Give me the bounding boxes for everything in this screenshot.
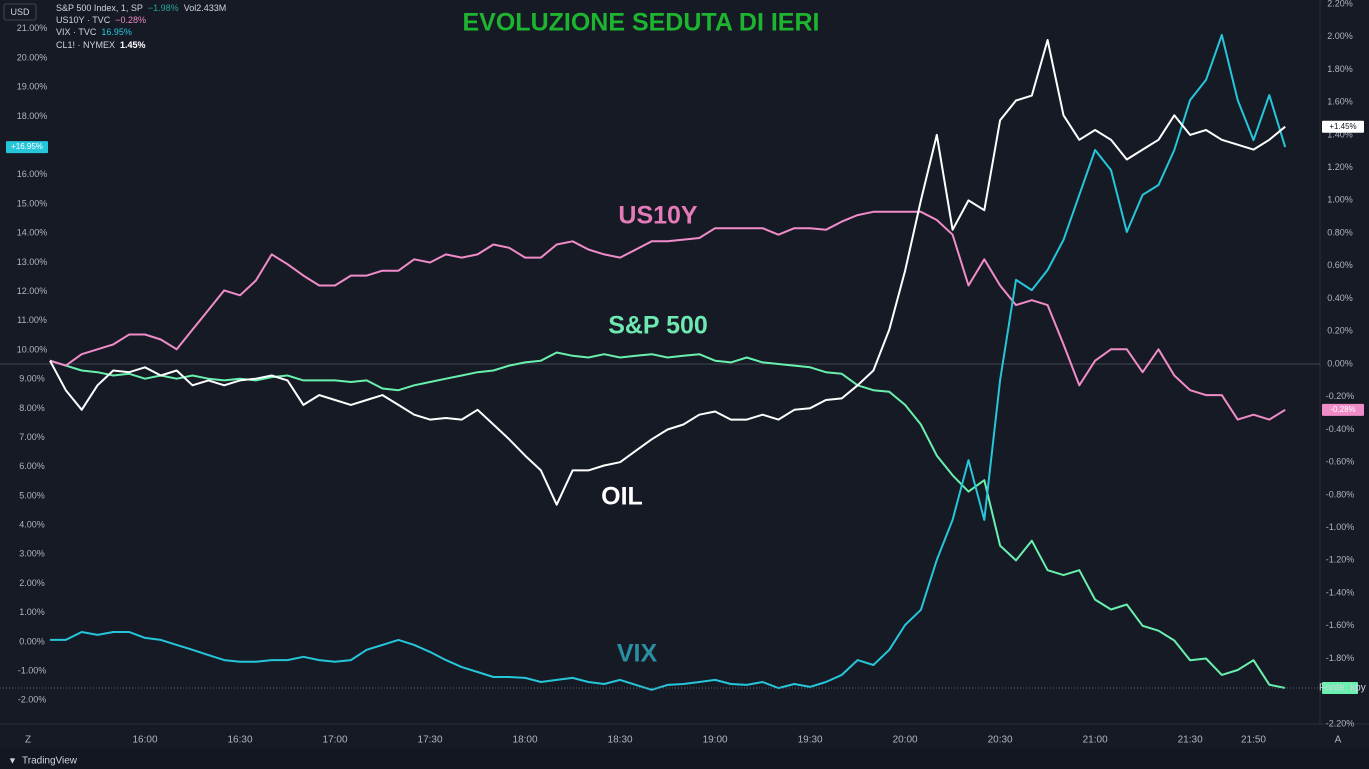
y2-tick-label: -1.00% <box>1326 522 1355 532</box>
legend-name: S&P 500 Index, 1, SP <box>56 3 143 13</box>
footer-bar <box>0 748 1369 769</box>
y2-tick-label: 0.00% <box>1327 358 1353 368</box>
price-tag <box>1322 403 1364 416</box>
x-tick-label: 17:00 <box>323 735 348 746</box>
legend-entry: VIX · TVC 16.95% <box>56 27 132 37</box>
legend-value: 1.45% <box>120 40 146 50</box>
y-tick-label: 6.00% <box>19 461 45 471</box>
price-tag <box>1322 120 1364 133</box>
legend-volume: Vol2.433M <box>184 3 227 13</box>
y2-tick-label: -2.20% <box>1326 718 1355 728</box>
y2-tick-label: -1.60% <box>1326 620 1355 630</box>
y-tick-label: 10.00% <box>17 344 48 354</box>
brand: TradingView <box>22 756 78 767</box>
y-tick-label: 12.00% <box>17 286 48 296</box>
legend-name: US10Y · TVC <box>56 15 111 25</box>
legend-entry: S&P 500 Index, 1, SP −1.98% Vol2.433M <box>56 3 226 13</box>
zoom-icon[interactable]: Z <box>25 735 31 746</box>
y-tick-label: 8.00% <box>19 403 45 413</box>
y-tick-label: 15.00% <box>17 198 48 208</box>
y-tick-label: 5.00% <box>19 490 45 500</box>
y2-tick-label: 0.80% <box>1327 227 1353 237</box>
x-tick-label: 18:30 <box>608 735 633 746</box>
price-tag-label: +1.45% <box>1329 122 1356 131</box>
price-tag-label: +16.95% <box>11 142 43 151</box>
legend-value: −1.98% <box>148 3 179 13</box>
x-tick-label: 21:30 <box>1178 735 1203 746</box>
series-line <box>49 210 1286 421</box>
y-tick-label: 19.00% <box>17 82 48 92</box>
y-tick-label: 2.00% <box>19 578 45 588</box>
price-tag <box>6 141 48 154</box>
legend-name: VIX · TVC <box>56 27 97 37</box>
series-annotation: S&P 500 <box>608 312 708 340</box>
y-tick-label: 16.00% <box>17 169 48 179</box>
x-tick-label: 16:30 <box>228 735 253 746</box>
y-tick-label: 20.00% <box>17 52 48 62</box>
y2-tick-label: 2.00% <box>1327 31 1353 41</box>
y-tick-label: 7.00% <box>19 432 45 442</box>
x-tick-label: 16:00 <box>132 735 157 746</box>
y-tick-label: 4.00% <box>19 520 45 530</box>
price-tag-label: -0.28% <box>1330 405 1355 414</box>
series-line <box>50 33 1287 691</box>
brand-icon: ▼ <box>8 755 17 765</box>
series-annotation: OIL <box>601 483 643 511</box>
y2-tick-label: 1.60% <box>1327 97 1353 107</box>
y-tick-label: 0.00% <box>19 636 45 646</box>
y2-tick-label: 1.80% <box>1327 64 1353 74</box>
y-tick-label: 18.00% <box>17 111 48 121</box>
y2-tick-label: -0.60% <box>1326 457 1355 467</box>
y2-tick-label: 0.60% <box>1327 260 1353 270</box>
chart-title: EVOLUZIONE SEDUTA DI IERI <box>463 9 820 37</box>
x-tick-label: 20:00 <box>893 735 918 746</box>
source-note: Fonte: kpy <box>1319 683 1366 694</box>
y-tick-label: 21.00% <box>17 23 48 33</box>
auto-icon[interactable]: A <box>1335 735 1342 746</box>
y-tick-label: -2.00% <box>18 695 47 705</box>
series-annotation: US10Y <box>618 202 698 230</box>
y2-tick-label: -0.80% <box>1326 489 1355 499</box>
price-tag <box>1322 682 1358 694</box>
legend-entry: US10Y · TVC −0.28% <box>56 15 146 25</box>
y2-tick-label: 0.40% <box>1327 293 1353 303</box>
y2-tick-label: 0.20% <box>1327 326 1353 336</box>
y2-tick-label: 1.40% <box>1327 129 1353 139</box>
y2-tick-label: 1.00% <box>1327 195 1353 205</box>
y2-tick-label: -0.40% <box>1326 424 1355 434</box>
x-tick-label: 19:00 <box>703 735 728 746</box>
legend-name: CL1! · NYMEX <box>56 40 115 50</box>
y-tick-label: -1.00% <box>18 666 47 676</box>
y-tick-label: 14.00% <box>17 228 48 238</box>
y-tick-label: 1.00% <box>19 607 45 617</box>
currency-label: USD <box>10 7 30 17</box>
series-annotation: VIX <box>617 640 658 668</box>
x-tick-label: 21:50 <box>1241 735 1266 746</box>
y2-tick-label: -1.80% <box>1326 653 1355 663</box>
y-tick-label: 13.00% <box>17 257 48 267</box>
x-tick-label: 19:30 <box>798 735 823 746</box>
y2-tick-label: 2.20% <box>1327 0 1353 8</box>
series-line <box>49 39 1286 506</box>
legend-value: 16.95% <box>101 27 132 37</box>
y2-tick-label: 1.20% <box>1327 162 1353 172</box>
y2-tick-label: -0.20% <box>1326 391 1355 401</box>
currency-box[interactable] <box>3 3 37 21</box>
y2-tick-label: -1.40% <box>1326 587 1355 597</box>
x-tick-label: 17:30 <box>418 735 443 746</box>
y-tick-label: 11.00% <box>17 315 47 325</box>
x-tick-label: 20:30 <box>988 735 1013 746</box>
legend-entry: CL1! · NYMEX 1.45% <box>56 40 146 50</box>
series-line <box>49 351 1286 689</box>
y-tick-label: 9.00% <box>19 374 45 384</box>
x-tick-label: 21:00 <box>1083 735 1108 746</box>
legend-value: −0.28% <box>115 15 146 25</box>
y-tick-label: 3.00% <box>19 549 45 559</box>
y2-tick-label: -1.20% <box>1326 555 1355 565</box>
x-tick-label: 18:00 <box>513 735 538 746</box>
